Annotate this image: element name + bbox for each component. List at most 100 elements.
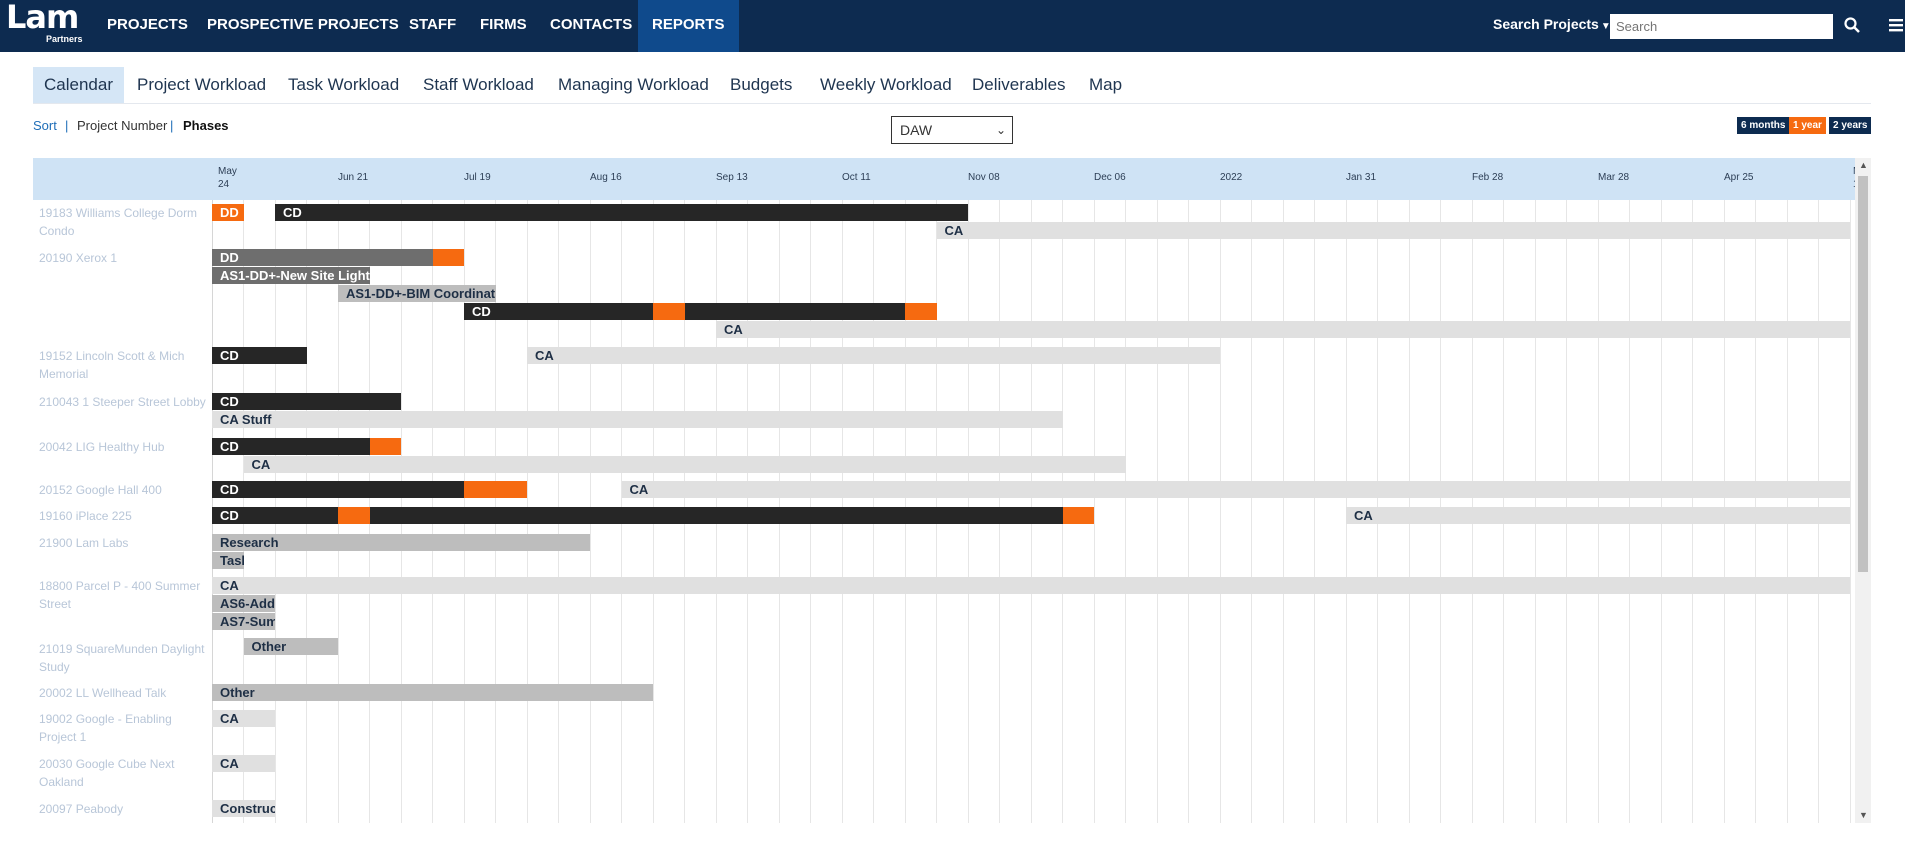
project-label[interactable]: 19183 Williams College Dorm Condo [39, 206, 198, 238]
project-label[interactable]: 20030 Google Cube Next Oakland [39, 757, 175, 789]
project-label[interactable]: 19152 Lincoln Scott & Mich Memorial [39, 349, 185, 381]
range-6-months-button[interactable]: 6 months [1737, 117, 1790, 134]
scroll-down-icon[interactable]: ▼ [1859, 810, 1868, 820]
search-icon[interactable] [1843, 16, 1861, 34]
week-gridline [1283, 200, 1284, 823]
tab-deliverables[interactable]: Deliverables [972, 75, 1066, 94]
logo-main-text: Lam [6, 0, 79, 36]
vertical-scrollbar[interactable]: ▲ ▼ [1855, 158, 1871, 823]
tab-map[interactable]: Map [1089, 75, 1123, 94]
gantt-calendar: May 24 Jun 21 Jul 19 Aug 16 Sep 13 Oct 11 Nov 0… [33, 158, 1871, 823]
phase-bar[interactable]: CD [212, 393, 401, 410]
staff-select[interactable]: DAW ⌄ [891, 116, 1013, 144]
phase-bar[interactable]: Tasks [212, 552, 244, 569]
phase-bar[interactable] [905, 303, 937, 320]
phase-bar[interactable]: CD [212, 438, 370, 455]
phase-bar[interactable]: CA [1346, 507, 1850, 524]
phase-bar[interactable]: AS7-Summer [212, 613, 275, 630]
tab-calendar[interactable]: Calendar [33, 67, 124, 103]
tab-staff-workload[interactable]: Staff Workload [423, 75, 534, 94]
phase-bar[interactable] [369, 438, 401, 455]
phase-bar[interactable]: CD [464, 303, 653, 320]
search-projects-label: Search Projects [1493, 16, 1599, 32]
sort-separator: | [65, 118, 69, 133]
tab-weekly-workload[interactable]: Weekly Workload [820, 75, 952, 94]
chevron-down-icon: ⌄ [995, 123, 1006, 137]
tab-budgets[interactable]: Budgets [730, 75, 793, 94]
nav-reports[interactable]: REPORTS [638, 0, 739, 52]
phase-bar[interactable]: Other [212, 684, 653, 701]
hamburger-menu-icon[interactable] [1889, 18, 1903, 32]
phase-bar[interactable]: CA [936, 222, 1850, 239]
nav-prospective-projects[interactable]: PROSPECTIVE PROJECTS [207, 16, 399, 33]
scroll-up-icon[interactable]: ▲ [1859, 160, 1868, 170]
project-label[interactable]: 20152 Google Hall 400 [39, 483, 162, 497]
phase-bar[interactable]: CD [275, 204, 968, 221]
timeline-month-label: Mar 28 [1598, 172, 1630, 183]
phase-bar[interactable]: CA [621, 481, 1850, 498]
range-2-years-button[interactable]: 2 years [1829, 117, 1872, 134]
timeline-month-label: Jun 21 [338, 172, 369, 183]
project-label[interactable]: 20190 Xerox 1 [39, 251, 118, 265]
phase-bar[interactable]: CD [212, 347, 307, 364]
lam-partners-logo[interactable]: Lam Partners [6, 0, 83, 44]
phase-bar[interactable]: CA [212, 755, 275, 772]
project-label[interactable]: 19002 Google - Enabling Project 1 [39, 712, 172, 744]
project-label[interactable]: 20097 Peabody [39, 802, 124, 816]
phase-bar[interactable]: CA [212, 710, 275, 727]
project-label[interactable]: 19160 iPlace 225 [39, 509, 132, 523]
search-input[interactable] [1610, 14, 1833, 39]
nav-firms[interactable]: FIRMS [480, 16, 527, 33]
phase-bar[interactable]: AS1-DD+-BIM Coordination [338, 285, 496, 302]
project-label[interactable]: 18800 Parcel P - 400 Summer Street [39, 579, 201, 611]
sort-label[interactable]: Sort [33, 118, 57, 133]
phase-bar[interactable]: Other [243, 638, 338, 655]
project-label[interactable]: 21019 SquareMunden Daylight Study [39, 642, 205, 674]
phase-bar[interactable]: AS1-DD+-New Site Lighting [212, 267, 370, 284]
sort-separator: | [170, 118, 174, 133]
phase-bar[interactable]: CA [243, 456, 1126, 473]
scrollbar-thumb[interactable] [1858, 176, 1868, 572]
phase-bar[interactable] [653, 303, 685, 320]
sort-project-number[interactable]: Project Number [77, 118, 168, 133]
phase-bar[interactable] [1062, 507, 1094, 524]
tab-project-workload[interactable]: Project Workload [137, 75, 267, 94]
timeline-month-label: Aug 16 [590, 172, 622, 183]
range-1-year-button[interactable]: 1 year [1789, 117, 1826, 134]
timeline-month-label: May 24 [218, 166, 237, 190]
phase-bar[interactable] [338, 507, 370, 524]
nav-projects[interactable]: PROJECTS [107, 16, 188, 33]
phase-bar[interactable]: CA [212, 577, 1850, 594]
staff-select-value: DAW [900, 122, 933, 138]
sort-phases[interactable]: Phases [183, 118, 229, 133]
project-label[interactable]: 20002 LL Wellhead Talk [39, 686, 167, 700]
phase-bar[interactable]: AS6-Additional [212, 595, 275, 612]
tab-task-workload[interactable]: Task Workload [288, 75, 400, 94]
project-label[interactable]: 21900 Lam Labs [39, 536, 129, 550]
week-gridline [1251, 200, 1252, 823]
phase-bar[interactable]: CA [527, 347, 1220, 364]
phase-bar[interactable]: CD [212, 481, 464, 498]
phase-bar[interactable]: DD [212, 249, 433, 266]
tab-divider [33, 103, 1871, 104]
project-label[interactable]: 210043 1 Steeper Street Lobby [39, 395, 206, 409]
phase-bar[interactable] [684, 303, 905, 320]
phase-bar[interactable]: CA [716, 321, 1850, 338]
nav-contacts[interactable]: CONTACTS [550, 16, 633, 33]
phase-bar[interactable]: CD [212, 507, 338, 524]
week-gridline [1188, 200, 1189, 823]
week-gridline [1157, 200, 1158, 823]
phase-bar[interactable]: CA Stuff [212, 411, 1063, 428]
phase-bar[interactable]: DD [212, 204, 244, 221]
phase-bar[interactable]: Research [212, 534, 590, 551]
phase-bar[interactable] [369, 507, 1063, 524]
search-projects-dropdown[interactable]: Search Projects ▼ [1493, 16, 1611, 32]
project-label[interactable]: 20042 LIG Healthy Hub [39, 440, 165, 454]
phase-bar[interactable] [432, 249, 464, 266]
week-gridline [1094, 200, 1095, 823]
week-gridline [1125, 200, 1126, 823]
phase-bar[interactable] [464, 481, 527, 498]
tab-managing-workload[interactable]: Managing Workload [558, 75, 709, 94]
nav-staff[interactable]: STAFF [409, 16, 457, 33]
phase-bar[interactable]: Construction [212, 800, 275, 817]
